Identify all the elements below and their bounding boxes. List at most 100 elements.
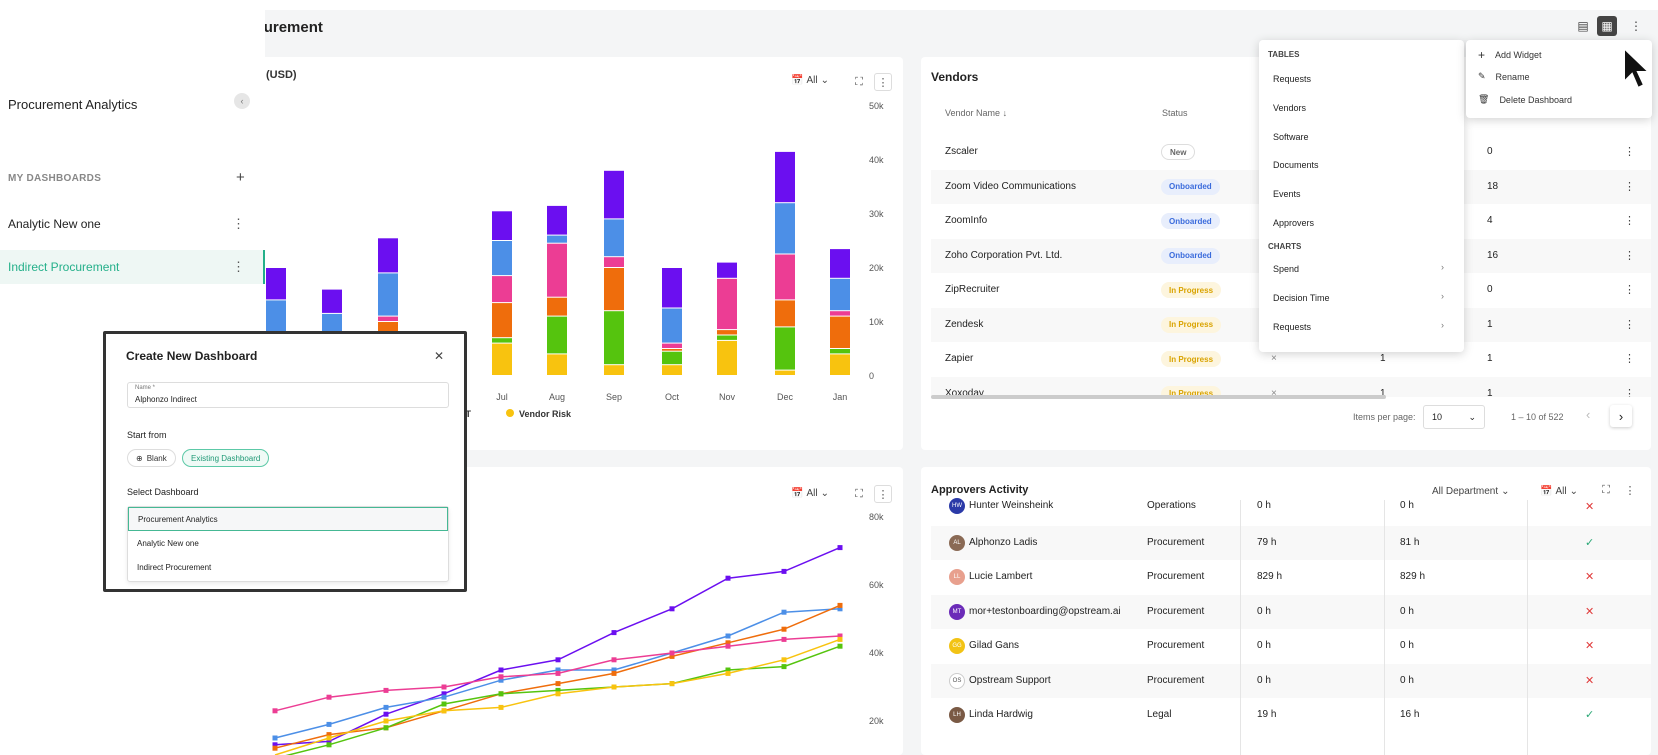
- bar-segment: [775, 370, 795, 375]
- line-date-filter[interactable]: 📅 All ⌄: [791, 488, 829, 499]
- dashboard-option[interactable]: Analytic New one: [137, 538, 199, 548]
- data-point: [326, 721, 332, 727]
- add-widget-menu-item[interactable]: + Add Widget: [1478, 48, 1542, 62]
- table-row[interactable]: OS Opstream Support Procurement 0 h 0 h ✕: [931, 663, 1651, 698]
- table-widget-option[interactable]: Requests: [1273, 74, 1312, 84]
- next-page-button[interactable]: ›: [1610, 405, 1632, 427]
- chevron-down-icon: ⌄: [1569, 486, 1578, 497]
- line-more-button[interactable]: ⋮: [874, 485, 892, 503]
- close-icon: ✕: [1585, 501, 1595, 513]
- table-widget-option[interactable]: Documents: [1273, 160, 1319, 171]
- dashboard-name-field[interactable]: Name * Alphonzo Indirect: [127, 382, 449, 408]
- dashboard-option[interactable]: Procurement Analytics: [128, 507, 448, 531]
- blank-option-chip[interactable]: ⊕ Blank: [127, 449, 176, 467]
- vendor-name[interactable]: Zendesk: [945, 318, 984, 330]
- chart-widget-option[interactable]: Decision Time: [1273, 293, 1330, 303]
- approvers-expand-button[interactable]: ⛶: [1597, 481, 1615, 499]
- expand-icon: ⛶: [855, 75, 863, 88]
- vendor-x: ×: [1271, 353, 1277, 364]
- chart-widget-option[interactable]: Requests: [1273, 322, 1312, 332]
- table-row[interactable]: LL Lucie Lambert Procurement 829 h 829 h ✕: [931, 560, 1651, 594]
- table-row[interactable]: HW Hunter Weinsheink Operations 0 h 0 h ✕: [931, 497, 1651, 517]
- vendor-name[interactable]: Zoho Corporation Pvt. Ltd.: [945, 249, 1063, 261]
- table-widget-option[interactable]: Vendors: [1273, 102, 1307, 113]
- vendor-name[interactable]: Xoxoday: [945, 387, 984, 397]
- vendor-table-scrollbar[interactable]: [931, 395, 1386, 399]
- vendor-name[interactable]: Zoom Video Communications: [945, 180, 1076, 192]
- data-point: [383, 687, 389, 693]
- delete-dashboard-menu-item[interactable]: 🗑 Delete Dashboard: [1478, 94, 1572, 105]
- table-row[interactable]: ZipRecruiter In Progress 0 ⋮: [931, 273, 1651, 307]
- close-modal-button[interactable]: ✕: [434, 349, 444, 363]
- bar-segment: [717, 330, 737, 335]
- more-vertical-icon: ⋮: [877, 488, 889, 501]
- vendor-name-column-header[interactable]: Vendor Name ↓: [945, 108, 1007, 118]
- more-options-button[interactable]: ⋮: [1626, 16, 1646, 36]
- dashboard-option[interactable]: Indirect Procurement: [137, 562, 212, 572]
- name-field-value[interactable]: Alphonzo Indirect: [135, 395, 197, 404]
- grid-view-button[interactable]: ▦: [1597, 16, 1617, 36]
- more-vertical-icon[interactable]: ⋮: [1624, 146, 1635, 158]
- spend-more-button[interactable]: ⋮: [874, 73, 892, 91]
- existing-dashboard-chip[interactable]: Existing Dashboard: [182, 449, 270, 467]
- table-row[interactable]: LH Linda Hardwig Legal 19 h 16 h ✓: [931, 698, 1651, 732]
- chart-widget-option[interactable]: Spend: [1273, 264, 1300, 274]
- table-row[interactable]: ZoomInfo Onboarded 4 ⋮: [931, 204, 1651, 238]
- more-vertical-icon[interactable]: ⋮: [232, 259, 245, 274]
- rename-menu-item[interactable]: ✎ Rename: [1478, 71, 1530, 82]
- y-tick-label: 50k: [869, 101, 884, 111]
- chevron-down-icon: ⌄: [820, 75, 829, 86]
- start-from-label: Start from: [127, 430, 167, 440]
- status-column-header[interactable]: Status: [1162, 108, 1188, 118]
- vendor-name[interactable]: ZipRecruiter: [945, 284, 1000, 295]
- vendor-name[interactable]: ZoomInfo: [945, 215, 988, 226]
- more-vertical-icon[interactable]: ⋮: [1624, 387, 1635, 397]
- table-row[interactable]: MT mor+testonboarding@opstream.ai Procurem…: [931, 594, 1651, 629]
- sidebar-item-label: Indirect Procurement: [8, 260, 120, 274]
- column-divider: [1384, 500, 1385, 755]
- avatar-initials: AL: [953, 539, 961, 546]
- table-widget-option[interactable]: Events: [1273, 189, 1301, 200]
- more-vertical-icon[interactable]: ⋮: [1624, 180, 1635, 193]
- more-vertical-icon[interactable]: ⋮: [232, 216, 245, 231]
- more-vertical-icon[interactable]: ⋮: [1624, 353, 1635, 365]
- data-point: [725, 670, 731, 676]
- bar-segment: [547, 205, 567, 235]
- table-row[interactable]: AL Alphonzo Ladis Procurement 79 h 81 h ✓: [931, 525, 1651, 560]
- department-filter[interactable]: All Department ⌄: [1432, 486, 1510, 497]
- spend-date-filter[interactable]: 📅 All ⌄: [791, 75, 829, 86]
- chevron-right-icon: ›: [1441, 291, 1444, 301]
- approvers-more-button[interactable]: ⋮: [1621, 481, 1639, 499]
- table-row[interactable]: Xoxoday In Progress × 1 1 ⋮: [931, 376, 1651, 397]
- bar-segment: [322, 289, 342, 313]
- table-row[interactable]: GG Gilad Gans Procurement 0 h 0 h ✕: [931, 629, 1651, 663]
- line-expand-button[interactable]: ⛶: [850, 485, 868, 503]
- calendar-icon: 📅: [791, 75, 804, 86]
- list-view-button[interactable]: ▤: [1573, 16, 1593, 36]
- vendor-name[interactable]: Zapier: [945, 353, 974, 364]
- sidebar-item-indirect-procurement[interactable]: Indirect Procurement ⋮: [0, 250, 265, 284]
- more-vertical-icon[interactable]: ⋮: [1624, 284, 1635, 296]
- collapse-sidebar-button[interactable]: ‹: [234, 93, 250, 109]
- add-dashboard-button[interactable]: +: [236, 169, 245, 186]
- page-size-select[interactable]: 10 ⌄: [1423, 405, 1485, 429]
- table-widget-option[interactable]: Software: [1273, 131, 1309, 142]
- x-tick-label: Sep: [606, 392, 622, 402]
- plus-icon: +: [1478, 48, 1486, 62]
- department-filter-value: All Department: [1432, 486, 1499, 497]
- table-row[interactable]: Zapier In Progress × 1 1 ⋮: [931, 342, 1651, 376]
- table-row[interactable]: Zscaler New 0 ⋮: [931, 135, 1651, 169]
- more-vertical-icon[interactable]: ⋮: [1624, 215, 1635, 227]
- name-field-label: Name *: [135, 385, 156, 391]
- more-vertical-icon[interactable]: ⋮: [1624, 318, 1635, 331]
- approvers-date-filter[interactable]: 📅 All ⌄: [1540, 486, 1578, 497]
- prev-page-button[interactable]: ‹: [1586, 407, 1590, 422]
- table-widget-option[interactable]: Approvers: [1273, 218, 1315, 228]
- more-vertical-icon[interactable]: ⋮: [1624, 249, 1635, 262]
- data-point: [781, 568, 787, 574]
- approver-department: Procurement: [1147, 640, 1205, 651]
- sidebar-item-analytic-new-one[interactable]: Analytic New one ⋮: [0, 207, 265, 241]
- vendor-count: 1: [1487, 387, 1493, 397]
- vendor-name[interactable]: Zscaler: [945, 146, 978, 157]
- spend-expand-button[interactable]: ⛶: [850, 73, 868, 91]
